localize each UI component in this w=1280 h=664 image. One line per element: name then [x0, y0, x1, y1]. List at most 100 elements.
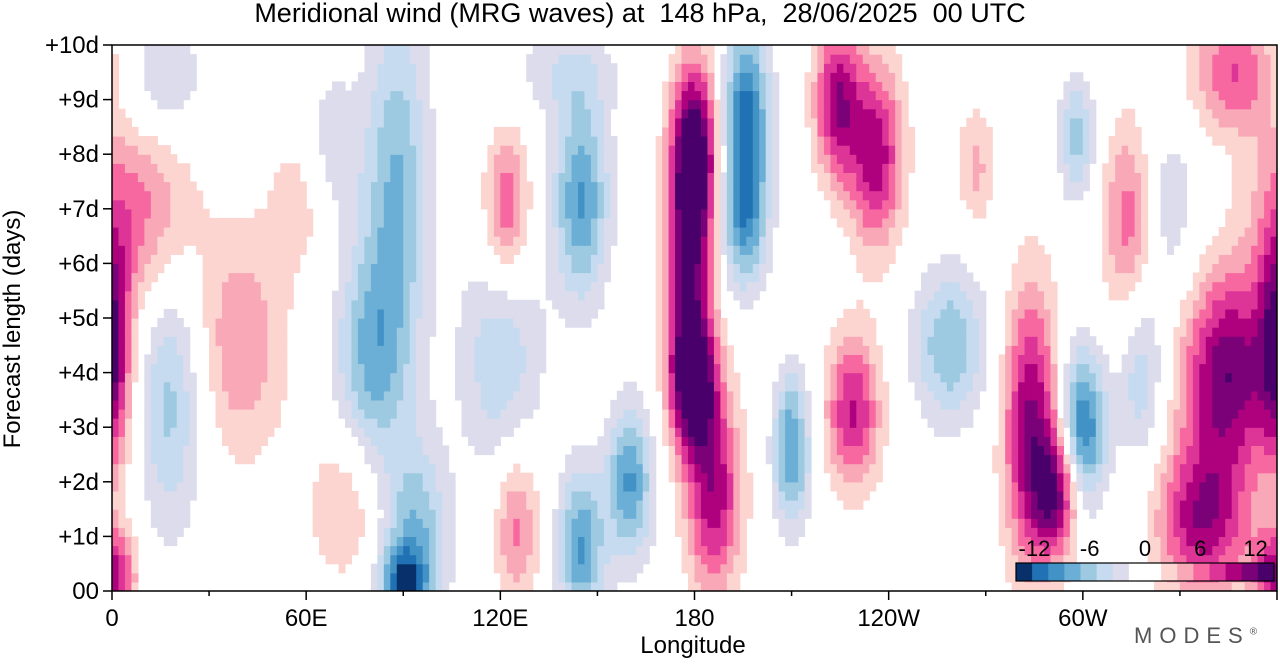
contour-cell	[474, 354, 482, 365]
contour-cell	[455, 363, 463, 374]
contour-cell	[351, 427, 359, 437]
contour-cell	[681, 172, 689, 183]
contour-cell	[338, 299, 346, 310]
contour-cell	[966, 363, 974, 374]
contour-cell	[707, 163, 715, 173]
contour-cell	[383, 500, 391, 510]
contour-cell	[118, 272, 126, 283]
contour-cell	[338, 536, 346, 547]
contour-cell	[603, 217, 611, 228]
contour-cell	[1179, 172, 1187, 183]
contour-cell	[448, 481, 456, 492]
contour-cell	[493, 427, 501, 437]
contour-cell	[493, 345, 501, 355]
contour-cell	[733, 208, 741, 219]
contour-cell	[131, 363, 139, 374]
contour-cell	[927, 409, 935, 419]
contour-cell	[1147, 390, 1155, 401]
contour-cell	[215, 327, 223, 337]
contour-cell	[383, 172, 391, 183]
contour-cell	[383, 436, 391, 446]
contour-cell	[1147, 372, 1155, 383]
contour-cell	[901, 190, 909, 201]
contour-cell	[390, 463, 398, 474]
contour-cell	[849, 381, 857, 392]
contour-cell	[1121, 199, 1129, 210]
contour-cell	[1244, 281, 1252, 292]
contour-cell	[338, 336, 346, 346]
contour-cell	[493, 181, 501, 192]
contour-cell	[163, 418, 171, 428]
contour-cell	[513, 536, 521, 547]
contour-cell	[144, 427, 152, 437]
contour-cell	[163, 208, 171, 219]
contour-cell	[429, 463, 437, 474]
contour-cell	[1024, 254, 1032, 264]
contour-cell	[137, 181, 145, 192]
contour-cell	[798, 500, 806, 510]
contour-cell	[1264, 536, 1272, 547]
contour-cell	[720, 572, 728, 583]
contour-cell	[118, 199, 126, 210]
contour-cell	[1128, 272, 1136, 283]
contour-cell	[312, 490, 320, 501]
contour-cell	[222, 308, 230, 319]
contour-cell	[532, 545, 540, 556]
contour-cell	[403, 199, 411, 210]
contour-cell	[1166, 236, 1175, 246]
contour-cell	[1257, 554, 1265, 565]
contour-cell	[422, 463, 430, 474]
contour-cell	[675, 199, 683, 210]
contour-cell	[552, 208, 560, 219]
contour-cell	[700, 509, 709, 519]
contour-cell	[176, 172, 184, 183]
contour-cell	[739, 254, 747, 264]
contour-cell	[429, 318, 437, 328]
contour-cell	[241, 445, 249, 456]
contour-cell	[1102, 409, 1110, 419]
contour-cell	[584, 163, 592, 173]
contour-cell	[953, 354, 961, 365]
contour-cell	[785, 445, 793, 456]
contour-cell	[590, 536, 599, 547]
contour-cell	[1024, 281, 1032, 292]
contour-cell	[959, 381, 967, 392]
contour-cell	[1154, 509, 1162, 519]
contour-cell	[429, 500, 437, 510]
contour-cell	[713, 208, 721, 219]
contour-cell	[552, 563, 560, 574]
contour-cell	[370, 281, 378, 292]
contour-cell	[752, 190, 760, 201]
contour-cell	[616, 445, 624, 456]
contour-cell	[403, 336, 411, 346]
contour-cell	[506, 254, 514, 264]
contour-cell	[1154, 581, 1162, 591]
contour-cell	[785, 463, 793, 474]
contour-cell	[500, 199, 508, 210]
contour-cell	[565, 472, 573, 483]
contour-cell	[124, 308, 133, 319]
contour-cell	[713, 418, 721, 428]
contour-cell	[1005, 354, 1013, 365]
contour-cell	[655, 272, 663, 283]
contour-cell	[629, 536, 637, 547]
contour-cell	[953, 363, 961, 374]
contour-cell	[1108, 199, 1116, 210]
contour-cell	[357, 509, 366, 519]
contour-cell	[843, 399, 851, 410]
contour-cell	[112, 454, 120, 465]
contour-cell	[1108, 409, 1116, 419]
contour-cell	[487, 190, 495, 201]
contour-cell	[856, 463, 864, 474]
contour-cell	[519, 509, 527, 519]
contour-cell	[720, 381, 728, 392]
contour-cell	[597, 245, 605, 255]
contour-cell	[681, 399, 689, 410]
contour-cell	[1270, 381, 1277, 392]
contour-cell	[1031, 454, 1039, 465]
contour-cell	[183, 236, 191, 246]
contour-cell	[836, 190, 844, 201]
contour-cell	[1037, 581, 1045, 591]
contour-cell	[636, 463, 644, 474]
contour-cell	[772, 390, 780, 401]
